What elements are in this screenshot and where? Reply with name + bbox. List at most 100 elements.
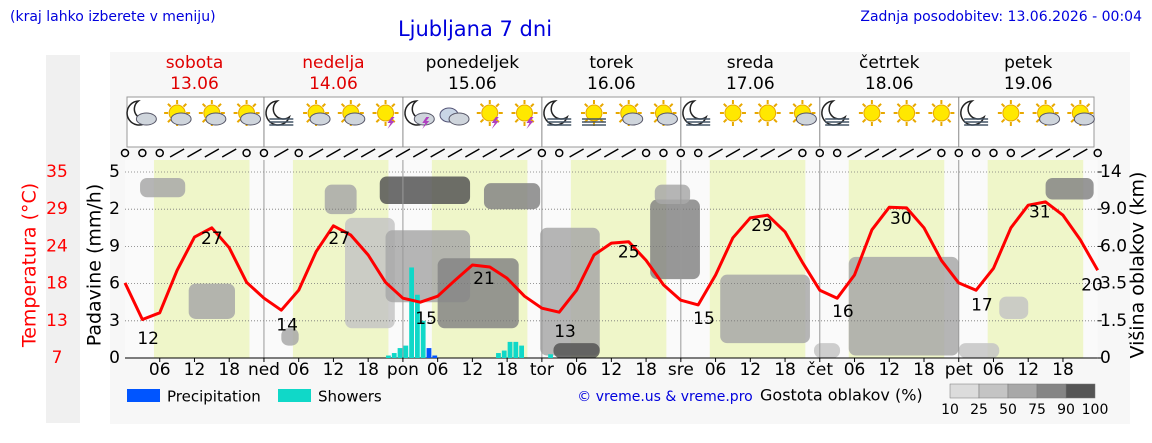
wind-calm bbox=[1093, 148, 1102, 158]
sun-ray bbox=[896, 118, 901, 123]
day-name: sreda bbox=[727, 53, 774, 73]
wind-barb bbox=[465, 148, 480, 158]
precip-bar bbox=[548, 354, 553, 358]
sun-ray bbox=[1035, 118, 1040, 123]
wind-barb bbox=[586, 148, 602, 158]
weather-icon bbox=[233, 100, 262, 126]
wind-barb bbox=[187, 148, 202, 158]
x-tick-label: 18 bbox=[218, 360, 240, 380]
wind-barb bbox=[447, 148, 463, 158]
wind-barb bbox=[378, 148, 393, 158]
y-tick-label: 3 bbox=[109, 311, 120, 331]
day-date: 14.06 bbox=[309, 74, 358, 94]
precip-bar bbox=[420, 320, 426, 358]
wind-barb bbox=[430, 148, 446, 158]
cloud bbox=[281, 328, 299, 346]
y2-tick-label: 1.5 bbox=[1100, 311, 1127, 331]
cloud-legend-label: 10 bbox=[941, 402, 959, 418]
sun-ray bbox=[861, 103, 867, 108]
x-tick-label: 12 bbox=[739, 360, 761, 380]
temperature-tick-label: 13 bbox=[46, 311, 68, 331]
wind-barb bbox=[360, 148, 376, 158]
sun bbox=[863, 104, 881, 122]
wind-barb bbox=[725, 148, 741, 158]
wind-barb bbox=[204, 148, 220, 158]
cloud-legend-title: Gostota oblakov (%) bbox=[760, 386, 923, 405]
wind-barb bbox=[760, 148, 776, 158]
weather-icon bbox=[126, 100, 157, 126]
weather-icon bbox=[1032, 100, 1061, 126]
x-tick-label: 18 bbox=[357, 360, 379, 380]
sun-ray bbox=[896, 103, 901, 108]
day-name: sobota bbox=[166, 53, 224, 73]
sun-ray bbox=[495, 103, 500, 108]
x-tick-label: 12 bbox=[1017, 360, 1039, 380]
temperature-label: 30 bbox=[890, 209, 912, 229]
sun-ray bbox=[773, 103, 778, 108]
sun-ray bbox=[723, 118, 728, 123]
x-tick-label: 06 bbox=[427, 360, 449, 380]
left-panel bbox=[46, 55, 80, 423]
x-tick-label: tor bbox=[530, 360, 554, 380]
legend-label: Showers bbox=[318, 388, 382, 406]
sun-ray bbox=[877, 103, 882, 108]
legend-swatch bbox=[278, 389, 311, 402]
weather-icon bbox=[682, 100, 711, 126]
wind-barb bbox=[899, 148, 915, 158]
sun bbox=[759, 104, 777, 122]
temperature-label: 20 bbox=[1081, 276, 1103, 296]
temperature-label: 12 bbox=[137, 329, 159, 349]
sun-ray bbox=[599, 103, 604, 108]
wind-barb bbox=[308, 148, 324, 158]
cloud-icon bbox=[240, 112, 262, 126]
wind-barb bbox=[169, 148, 185, 158]
x-tick-label: pon bbox=[387, 360, 419, 380]
wind-barb bbox=[777, 148, 793, 158]
cloud-icon bbox=[135, 112, 157, 126]
cloud bbox=[813, 343, 841, 358]
sun-ray bbox=[201, 103, 207, 108]
wind-barb bbox=[916, 148, 932, 158]
sun-ray bbox=[1085, 103, 1091, 108]
wind-calm bbox=[937, 148, 946, 158]
wind-barb bbox=[1072, 148, 1088, 158]
cloud bbox=[553, 343, 600, 358]
precip-bar bbox=[507, 341, 513, 358]
precip-bar bbox=[513, 341, 519, 358]
wind-calm bbox=[259, 148, 269, 158]
precip-bar bbox=[496, 353, 501, 358]
wind-barb bbox=[395, 148, 411, 158]
precip-bar bbox=[432, 355, 438, 358]
wind-calm bbox=[971, 148, 981, 158]
wind-barb bbox=[517, 148, 532, 158]
x-tick-label: 06 bbox=[288, 360, 310, 380]
y-tick-label: 5 bbox=[109, 162, 120, 182]
day-date: 15.06 bbox=[448, 74, 497, 94]
sun bbox=[516, 104, 534, 122]
wind-calm bbox=[294, 148, 303, 158]
day-name: nedelja bbox=[302, 53, 364, 73]
cloud bbox=[540, 227, 600, 356]
weather-icon bbox=[997, 100, 1024, 126]
cloud bbox=[848, 256, 959, 356]
precip-bar bbox=[519, 345, 525, 358]
wind-calm bbox=[155, 148, 164, 158]
sun-ray bbox=[861, 118, 867, 123]
x-tick-label: čet bbox=[807, 360, 834, 380]
cloud bbox=[999, 296, 1029, 319]
x-tick-label: 18 bbox=[774, 360, 796, 380]
weather-icon bbox=[372, 100, 399, 129]
cloud-legend-swatch bbox=[978, 383, 1009, 399]
sun-ray bbox=[514, 103, 519, 108]
legend-label: Precipitation bbox=[167, 388, 261, 406]
temperature-label: 15 bbox=[415, 309, 437, 329]
cloud-height-axis-label: Višina oblakov (km) bbox=[1127, 172, 1149, 359]
weather-icon bbox=[858, 100, 885, 126]
weather-icon bbox=[789, 100, 817, 126]
sun-ray bbox=[912, 103, 917, 108]
cloud bbox=[483, 183, 541, 210]
weather-icon bbox=[337, 100, 366, 126]
x-tick-label: 12 bbox=[323, 360, 345, 380]
cloud-icon bbox=[622, 112, 644, 126]
